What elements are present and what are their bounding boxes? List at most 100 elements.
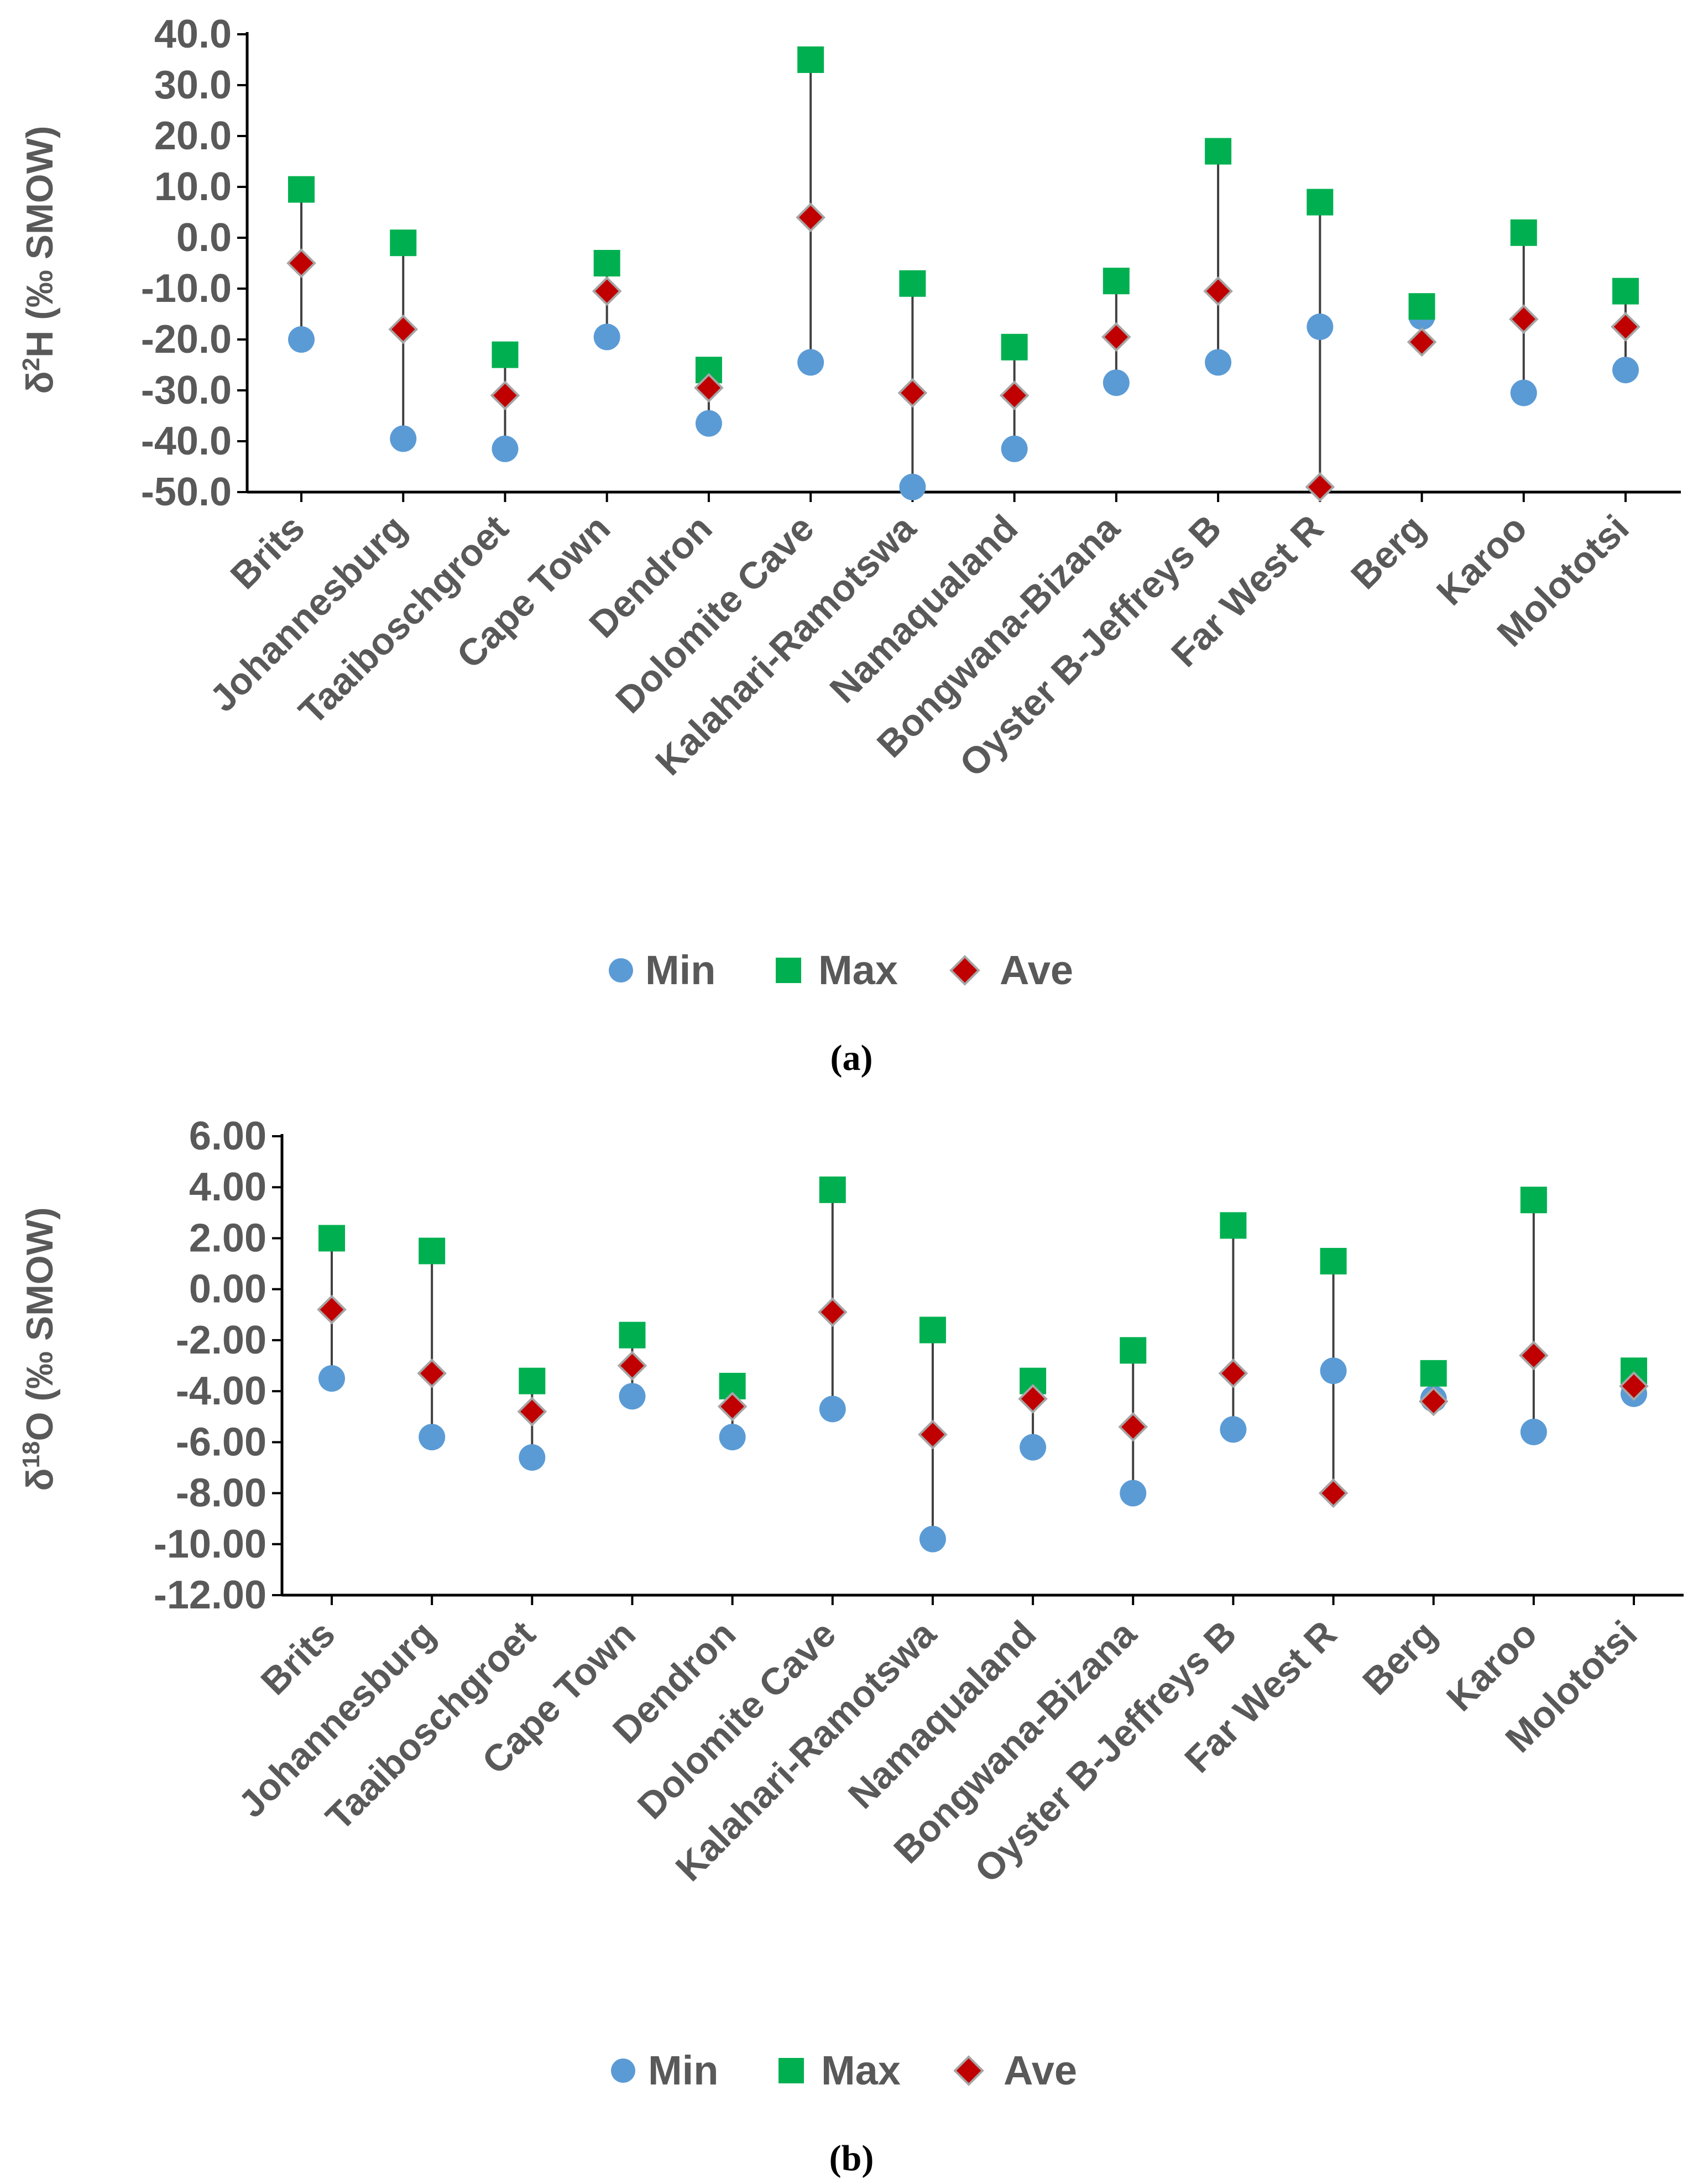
ave-point (1318, 1478, 1349, 1508)
x-category-label: Berg (1355, 1613, 1445, 1703)
min-point (1205, 349, 1232, 376)
y-tick-label: 0.0 (176, 216, 232, 260)
max-point (919, 1316, 946, 1344)
max-point (593, 250, 620, 276)
legend-ave-marker-a (949, 955, 980, 986)
max-point (619, 1321, 646, 1349)
min-point (1120, 1480, 1147, 1507)
max-point (390, 229, 417, 257)
y-axis-ticks-b: 6.00 4.00 2.00 0.00 -2.00 -4.00 -6.00 -8.00 -10.… (154, 1114, 282, 1617)
y-tick-label: -6.00 (176, 1420, 267, 1464)
y-tick-label: 20.0 (154, 114, 232, 158)
x-category-label: Brits (253, 1613, 343, 1703)
min-point (1520, 1418, 1547, 1445)
ave-point (999, 380, 1030, 411)
max-point (1120, 1337, 1147, 1364)
y-tick-label: 0.00 (189, 1267, 267, 1312)
max-point (1307, 189, 1334, 216)
ave-point (1218, 1359, 1248, 1388)
legend-min-marker-a (609, 958, 633, 983)
legend-max-marker-b (779, 2058, 804, 2083)
ave-point (1203, 276, 1233, 306)
min-point (419, 1424, 446, 1451)
y-tick-label: -30.0 (141, 368, 232, 412)
min-point (318, 1365, 345, 1392)
min-point (719, 1424, 746, 1451)
min-point (919, 1525, 946, 1553)
min-point (1020, 1434, 1047, 1461)
y-tick-label: -4.00 (176, 1369, 267, 1413)
ave-point (1418, 1386, 1449, 1417)
min-point (593, 323, 620, 351)
legend-ave-label-a: Ave (1000, 947, 1073, 993)
max-point (288, 176, 315, 203)
legend-min-label-b: Min (648, 2047, 718, 2093)
min-point (1320, 1357, 1347, 1384)
legend-min-label-a: Min (645, 947, 715, 993)
ave-point (1407, 327, 1437, 357)
ave-point (592, 276, 622, 306)
y-tick-label: -8.00 (176, 1471, 267, 1516)
y-tick-label: -10.00 (154, 1522, 267, 1566)
y-tick-label: -20.0 (141, 317, 232, 362)
max-point (1520, 1187, 1547, 1214)
y-tick-label: -12.00 (154, 1573, 267, 1617)
min-point (492, 435, 519, 462)
min-point (899, 473, 926, 500)
y-tick-label: 2.00 (189, 1216, 267, 1260)
max-point (797, 46, 824, 73)
ave-point (918, 1419, 948, 1450)
ave-point (1619, 1371, 1649, 1401)
chart-panel-b: δ18O (‰ SMOW) 6.00 4.00 2.00 0.00 -2.00 -4.00… (18, 1114, 1684, 2178)
max-series-a (288, 46, 1639, 384)
min-series-b (318, 1357, 1647, 1553)
min-point (695, 410, 722, 437)
ave-series-a (286, 202, 1640, 502)
max-point (1001, 333, 1028, 360)
y-tick-label: 10.0 (154, 165, 232, 209)
ave-series-b (317, 1294, 1649, 1508)
y-axis-title-b: δ18O (‰ SMOW) (18, 1207, 61, 1491)
max-point (899, 270, 926, 297)
min-series-a (288, 303, 1639, 500)
max-point (1220, 1212, 1247, 1239)
max-point (1420, 1360, 1447, 1387)
legend-ave-label-b: Ave (1004, 2047, 1077, 2093)
legend-a: Min Max Ave (609, 947, 1073, 993)
max-point (1510, 219, 1537, 246)
legend-max-label-b: Max (821, 2047, 901, 2093)
ave-point (1101, 322, 1131, 352)
y-tick-label: -10.0 (141, 267, 232, 311)
min-point (619, 1383, 646, 1410)
y-tick-label: 4.00 (189, 1165, 267, 1209)
panel-label-a: (a) (830, 1038, 873, 1078)
ave-point (617, 1351, 647, 1381)
max-point (1320, 1247, 1347, 1274)
ave-point (1118, 1412, 1148, 1442)
ave-point (1611, 312, 1640, 342)
ave-point (317, 1294, 347, 1325)
min-point (519, 1444, 546, 1471)
x-category-label: Berg (1343, 507, 1433, 597)
min-point (797, 349, 824, 376)
max-point (318, 1225, 345, 1252)
max-series-b (318, 1176, 1647, 1399)
min-point (1612, 357, 1639, 384)
legend-max-label-a: Max (818, 947, 898, 993)
x-category-label: Brits (222, 507, 312, 597)
min-point (288, 326, 315, 353)
min-point (1220, 1416, 1247, 1443)
axes-b (280, 1134, 1684, 1605)
ave-point (1519, 1340, 1549, 1371)
legend-max-marker-a (776, 958, 801, 983)
ave-point (1508, 304, 1539, 335)
max-point (419, 1237, 446, 1265)
range-lines-a (300, 60, 1627, 487)
max-point (1103, 268, 1130, 295)
chart-panel-a: δ2H (‰ SMOW) 40.0 30.0 20.0 10.0 0.0 -10.0 -20… (18, 12, 1681, 1078)
ave-point (286, 248, 316, 278)
min-point (1307, 314, 1334, 340)
